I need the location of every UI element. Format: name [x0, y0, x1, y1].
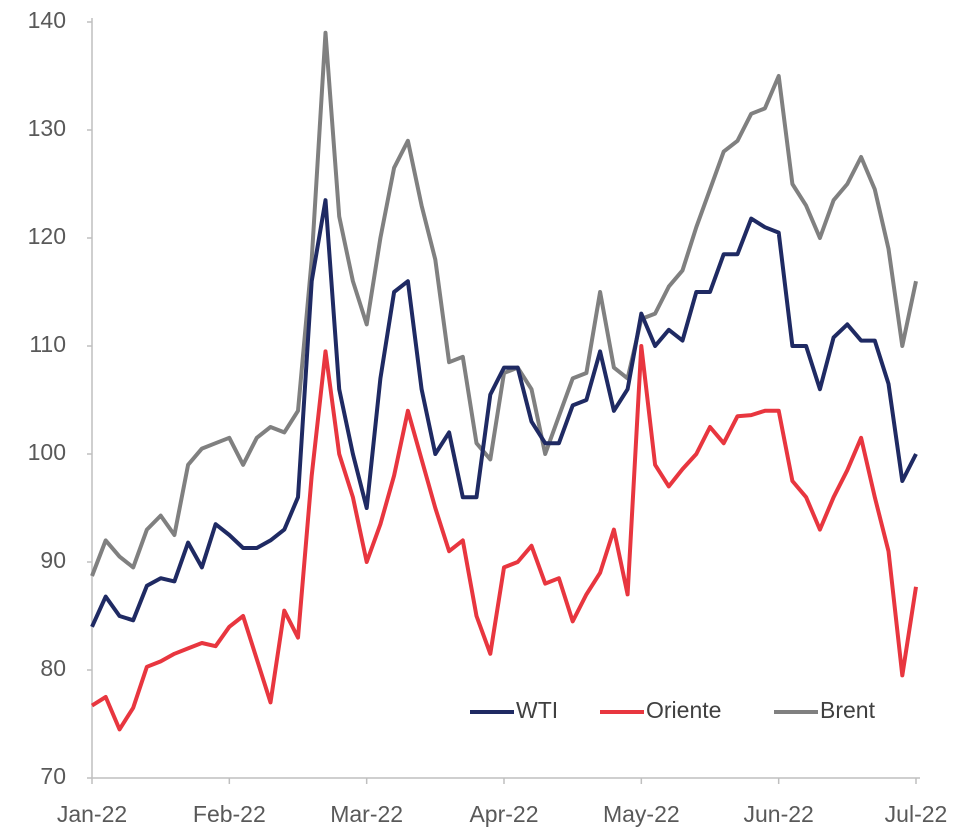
y-tick-label: 100 — [28, 439, 66, 465]
x-tick-label: Jun-22 — [744, 801, 814, 827]
y-tick-label: 80 — [40, 655, 66, 681]
x-tick-label: May-22 — [603, 801, 680, 827]
x-tick-label: Mar-22 — [330, 801, 403, 827]
y-tick-label: 120 — [28, 223, 66, 249]
line-series — [90, 344, 918, 732]
y-tick-label: 140 — [28, 7, 66, 33]
x-tick-label: Apr-22 — [469, 801, 538, 827]
x-tick-label: Feb-22 — [193, 801, 266, 827]
y-tick-label: 70 — [40, 763, 66, 789]
x-tick-label: Jul-22 — [885, 801, 948, 827]
line-series — [90, 198, 918, 628]
y-tick-label: 90 — [40, 547, 66, 573]
legend: WTI Oriente Brent — [470, 697, 876, 723]
legend-label: Brent — [820, 697, 876, 723]
line-series — [90, 30, 918, 577]
y-tick-label: 130 — [28, 115, 66, 141]
y-tick-label: 110 — [29, 331, 66, 357]
x-tick-label: Jan-22 — [57, 801, 127, 827]
legend-label: WTI — [516, 697, 558, 723]
legend-label: Oriente — [646, 697, 721, 723]
